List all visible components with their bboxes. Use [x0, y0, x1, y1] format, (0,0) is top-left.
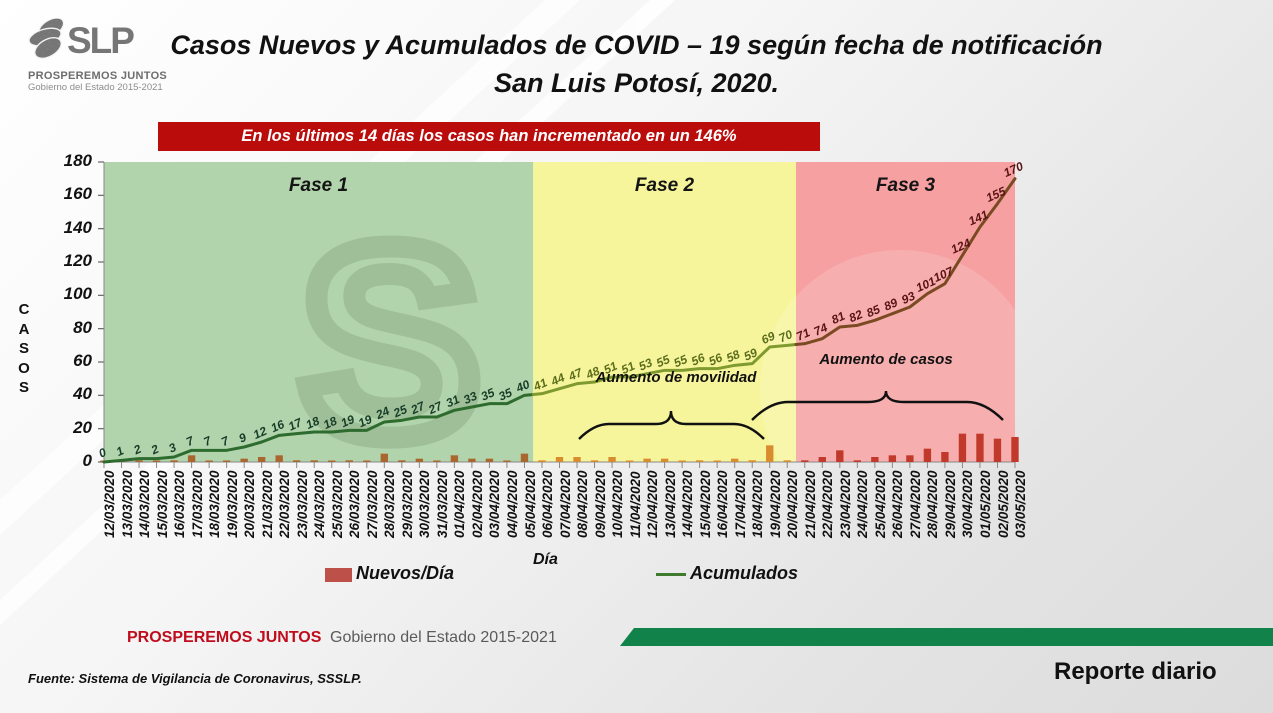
svg-text:Aumento de movilidad: Aumento de movilidad: [595, 369, 758, 386]
svg-text:Aumento de casos: Aumento de casos: [818, 351, 952, 368]
svg-text:S: S: [300, 192, 480, 480]
